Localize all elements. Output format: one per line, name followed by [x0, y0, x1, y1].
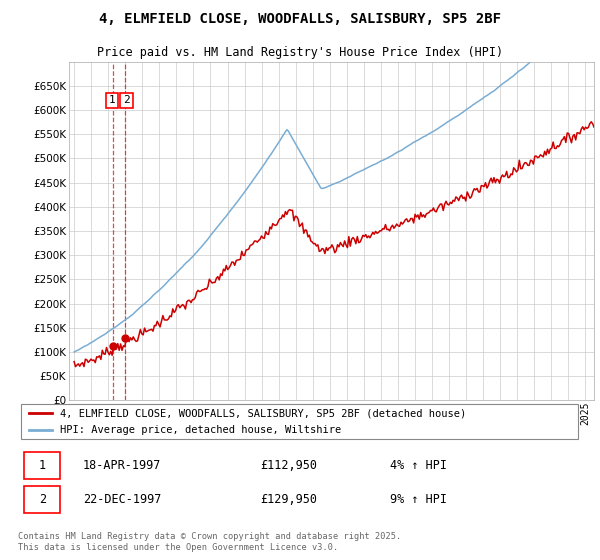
Text: 9% ↑ HPI: 9% ↑ HPI [390, 493, 447, 506]
Text: 2: 2 [38, 493, 46, 506]
Text: 4, ELMFIELD CLOSE, WOODFALLS, SALISBURY, SP5 2BF (detached house): 4, ELMFIELD CLOSE, WOODFALLS, SALISBURY,… [60, 408, 467, 418]
Text: 22-DEC-1997: 22-DEC-1997 [83, 493, 161, 506]
Text: Price paid vs. HM Land Registry's House Price Index (HPI): Price paid vs. HM Land Registry's House … [97, 46, 503, 59]
FancyBboxPatch shape [23, 452, 60, 479]
FancyBboxPatch shape [21, 404, 578, 439]
Text: 1: 1 [38, 459, 46, 472]
Text: 4% ↑ HPI: 4% ↑ HPI [390, 459, 447, 472]
Text: 18-APR-1997: 18-APR-1997 [83, 459, 161, 472]
Text: £112,950: £112,950 [260, 459, 317, 472]
Text: 1: 1 [109, 95, 116, 105]
Text: Contains HM Land Registry data © Crown copyright and database right 2025.
This d: Contains HM Land Registry data © Crown c… [18, 533, 401, 552]
FancyBboxPatch shape [23, 486, 60, 512]
Text: 4, ELMFIELD CLOSE, WOODFALLS, SALISBURY, SP5 2BF: 4, ELMFIELD CLOSE, WOODFALLS, SALISBURY,… [99, 12, 501, 26]
Text: 2: 2 [123, 95, 130, 105]
Text: HPI: Average price, detached house, Wiltshire: HPI: Average price, detached house, Wilt… [60, 425, 341, 435]
Text: £129,950: £129,950 [260, 493, 317, 506]
